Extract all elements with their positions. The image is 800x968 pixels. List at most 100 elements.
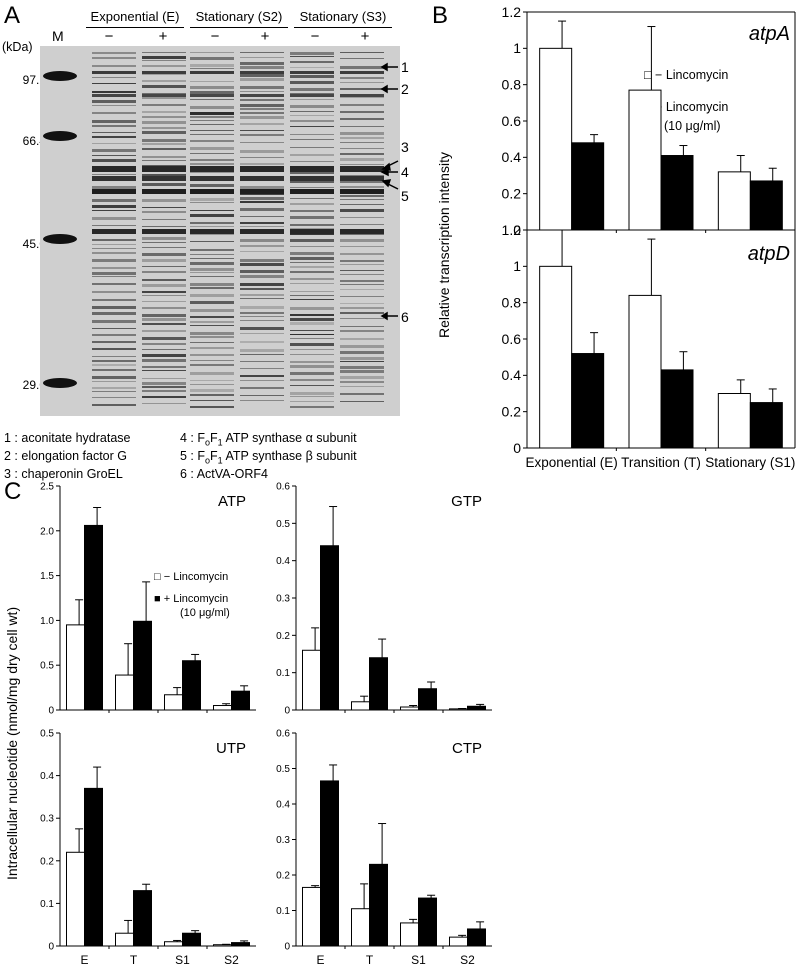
panel-c-letter: C bbox=[4, 478, 22, 505]
gel-band bbox=[190, 86, 234, 89]
gel-band bbox=[142, 330, 186, 332]
gel-band bbox=[142, 183, 186, 186]
gel-band bbox=[290, 330, 334, 331]
gel-band bbox=[290, 203, 334, 205]
chart-title: UTP bbox=[216, 740, 246, 757]
gel-band bbox=[290, 216, 334, 219]
y-tick-label: 0 bbox=[284, 706, 290, 717]
y-tick-label: 0.3 bbox=[40, 814, 54, 825]
gel-band bbox=[142, 199, 186, 202]
gel-band bbox=[240, 99, 284, 101]
gel-band bbox=[340, 289, 384, 290]
gel-band bbox=[190, 214, 234, 217]
gel-band bbox=[92, 94, 136, 97]
gel-band bbox=[142, 366, 186, 368]
gel-band bbox=[142, 131, 186, 134]
gel-band bbox=[240, 176, 284, 181]
gel-band bbox=[290, 354, 334, 355]
chart-title: ATP bbox=[218, 493, 246, 510]
bar-minus-lincomycin bbox=[302, 649, 321, 711]
y-tick-label: 0.5 bbox=[40, 661, 54, 672]
gel-band bbox=[92, 248, 136, 249]
condition-label-exponential: Exponential (E) bbox=[90, 9, 180, 24]
gel-band bbox=[240, 116, 284, 119]
gel-band bbox=[142, 343, 186, 345]
gel-band bbox=[290, 180, 334, 183]
y-tick-label: 0.3 bbox=[276, 835, 290, 846]
gel-band bbox=[290, 120, 334, 122]
gel-band bbox=[240, 251, 284, 252]
gel-band bbox=[142, 359, 186, 362]
gel-band bbox=[340, 318, 384, 319]
bar-plus-lincomycin bbox=[231, 690, 250, 711]
gel-band bbox=[290, 166, 334, 172]
gel-band bbox=[240, 130, 284, 131]
gel-band bbox=[240, 62, 284, 65]
gel-band bbox=[190, 91, 234, 94]
gel-band bbox=[190, 57, 234, 60]
gel-band bbox=[240, 368, 284, 369]
gel-band bbox=[92, 132, 136, 133]
gel-band bbox=[142, 166, 186, 172]
y-tick-label: 0.4 bbox=[502, 149, 522, 165]
bar-minus-lincomycin bbox=[539, 265, 573, 449]
gel-band bbox=[240, 316, 284, 317]
gel-band bbox=[190, 176, 234, 181]
protein-legend-2: 2 : elongation factor G bbox=[4, 449, 127, 463]
gel-band bbox=[142, 94, 186, 97]
gel-band bbox=[240, 229, 284, 234]
bar-minus-lincomycin bbox=[351, 908, 370, 947]
gel-band bbox=[340, 176, 384, 181]
gel-band bbox=[340, 118, 384, 120]
gel-band bbox=[92, 387, 136, 389]
bar-minus-lincomycin bbox=[717, 171, 751, 231]
gel-band bbox=[290, 322, 334, 325]
gel-band bbox=[240, 108, 284, 110]
protein-legend-3: 3 : chaperonin GroEL bbox=[4, 467, 123, 481]
band-number-1: 1 bbox=[401, 59, 409, 75]
gel-band bbox=[240, 354, 284, 355]
gel-band bbox=[92, 205, 136, 208]
gel-band bbox=[290, 271, 334, 273]
bar-plus-lincomycin bbox=[182, 932, 201, 947]
gel-band bbox=[340, 204, 384, 205]
gel-band bbox=[190, 130, 234, 131]
gel-band bbox=[92, 186, 136, 189]
gel-band bbox=[92, 276, 136, 277]
gel-band bbox=[340, 175, 384, 176]
y-tick-label: 0.6 bbox=[502, 113, 522, 129]
y-tick-label: 0.4 bbox=[40, 771, 54, 782]
y-tick-label: 0.6 bbox=[276, 482, 290, 493]
marker-band bbox=[43, 378, 77, 388]
gel-band bbox=[290, 172, 334, 174]
bar-minus-lincomycin bbox=[717, 393, 751, 449]
y-tick-label: 0.6 bbox=[502, 331, 522, 347]
gel-band bbox=[142, 65, 186, 67]
y-tick-label: 2.0 bbox=[40, 526, 54, 537]
chart-gtp: 0 0.1 0.2 0.3 0.4 0.5 0.6 GTP bbox=[276, 482, 492, 717]
gel-band bbox=[340, 66, 384, 69]
gel-band bbox=[340, 338, 384, 340]
gel-band bbox=[92, 397, 136, 398]
bar-plus-lincomycin bbox=[467, 928, 486, 947]
gel-band bbox=[190, 226, 234, 227]
gel-band bbox=[142, 176, 186, 181]
gel-band bbox=[190, 309, 234, 312]
gel-band bbox=[240, 123, 284, 125]
gel-band bbox=[340, 158, 384, 161]
gel-band bbox=[340, 229, 384, 234]
gel-band bbox=[92, 120, 136, 123]
gel-band bbox=[190, 394, 234, 396]
y-tick-label: 0 bbox=[284, 942, 290, 953]
gel-band bbox=[290, 99, 334, 100]
bar-minus-lincomycin bbox=[400, 706, 419, 711]
lane-sign-minus: − bbox=[310, 28, 320, 45]
gel-band bbox=[142, 219, 186, 220]
gel-band bbox=[240, 380, 284, 381]
bar-plus-lincomycin bbox=[369, 863, 388, 947]
gel-band bbox=[142, 189, 186, 194]
gel-band bbox=[142, 156, 186, 158]
chart-atp: 0 0.5 1.0 1.5 2.0 2.5 ATP bbox=[40, 482, 256, 717]
gel-band bbox=[190, 198, 234, 201]
gel-band bbox=[92, 259, 136, 262]
